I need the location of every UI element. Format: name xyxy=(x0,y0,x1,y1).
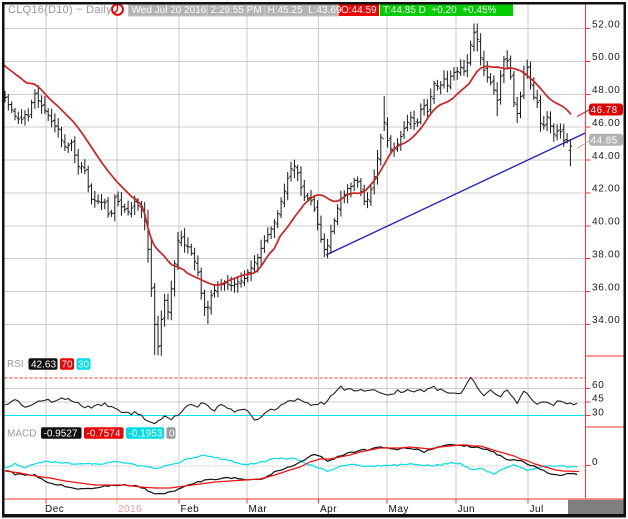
svg-text:Feb: Feb xyxy=(181,504,200,515)
svg-text:48.00: 48.00 xyxy=(592,85,621,96)
svg-text:36.00: 36.00 xyxy=(592,282,621,293)
svg-text:Mar: Mar xyxy=(249,504,268,515)
svg-text:O:44.59: O:44.59 xyxy=(341,5,377,16)
svg-text:44.85: 44.85 xyxy=(591,136,618,147)
svg-text:0: 0 xyxy=(169,429,175,440)
svg-text:CLQ16(D10) ~ Daily: CLQ16(D10) ~ Daily xyxy=(8,4,112,16)
svg-text:44.00: 44.00 xyxy=(592,151,621,162)
svg-text:45: 45 xyxy=(592,394,605,405)
svg-text:40.00: 40.00 xyxy=(592,217,621,228)
svg-text:30: 30 xyxy=(592,408,605,419)
svg-text:H:45.25 L:43.69: H:45.25 L:43.69 xyxy=(268,5,342,16)
svg-text:30: 30 xyxy=(78,360,90,371)
svg-text:46.78: 46.78 xyxy=(591,105,618,116)
svg-text:52.00: 52.00 xyxy=(592,19,621,30)
svg-text:RSI: RSI xyxy=(7,359,24,370)
svg-text:T:44.85 D +0.20 +0.45%: T:44.85 D +0.20 +0.45% xyxy=(383,5,497,16)
svg-text:0: 0 xyxy=(592,457,598,468)
svg-text:42.63: 42.63 xyxy=(31,360,56,371)
svg-text:-0.9527: -0.9527 xyxy=(44,429,78,440)
svg-text:MACD: MACD xyxy=(7,429,36,440)
svg-text:42.00: 42.00 xyxy=(592,184,621,195)
svg-text:Dec: Dec xyxy=(45,504,64,515)
svg-text:Jul: Jul xyxy=(530,504,544,515)
svg-text:70: 70 xyxy=(62,360,74,371)
svg-text:46.00: 46.00 xyxy=(592,118,621,129)
svg-text:Apr: Apr xyxy=(320,504,337,515)
svg-text:Jun: Jun xyxy=(458,504,476,515)
svg-text:Wed Jul 20 2016: Wed Jul 20 2016 xyxy=(132,5,207,16)
svg-text:May: May xyxy=(389,504,409,515)
svg-text:60: 60 xyxy=(592,380,605,391)
svg-text:38.00: 38.00 xyxy=(592,250,621,261)
svg-text:2016: 2016 xyxy=(118,504,142,515)
svg-text:50.00: 50.00 xyxy=(592,52,621,63)
svg-text:34.00: 34.00 xyxy=(592,315,621,326)
svg-text:-0.1953: -0.1953 xyxy=(129,429,163,440)
svg-text:2:29:55 PM: 2:29:55 PM xyxy=(211,5,262,16)
svg-text:-0.7574: -0.7574 xyxy=(87,429,121,440)
